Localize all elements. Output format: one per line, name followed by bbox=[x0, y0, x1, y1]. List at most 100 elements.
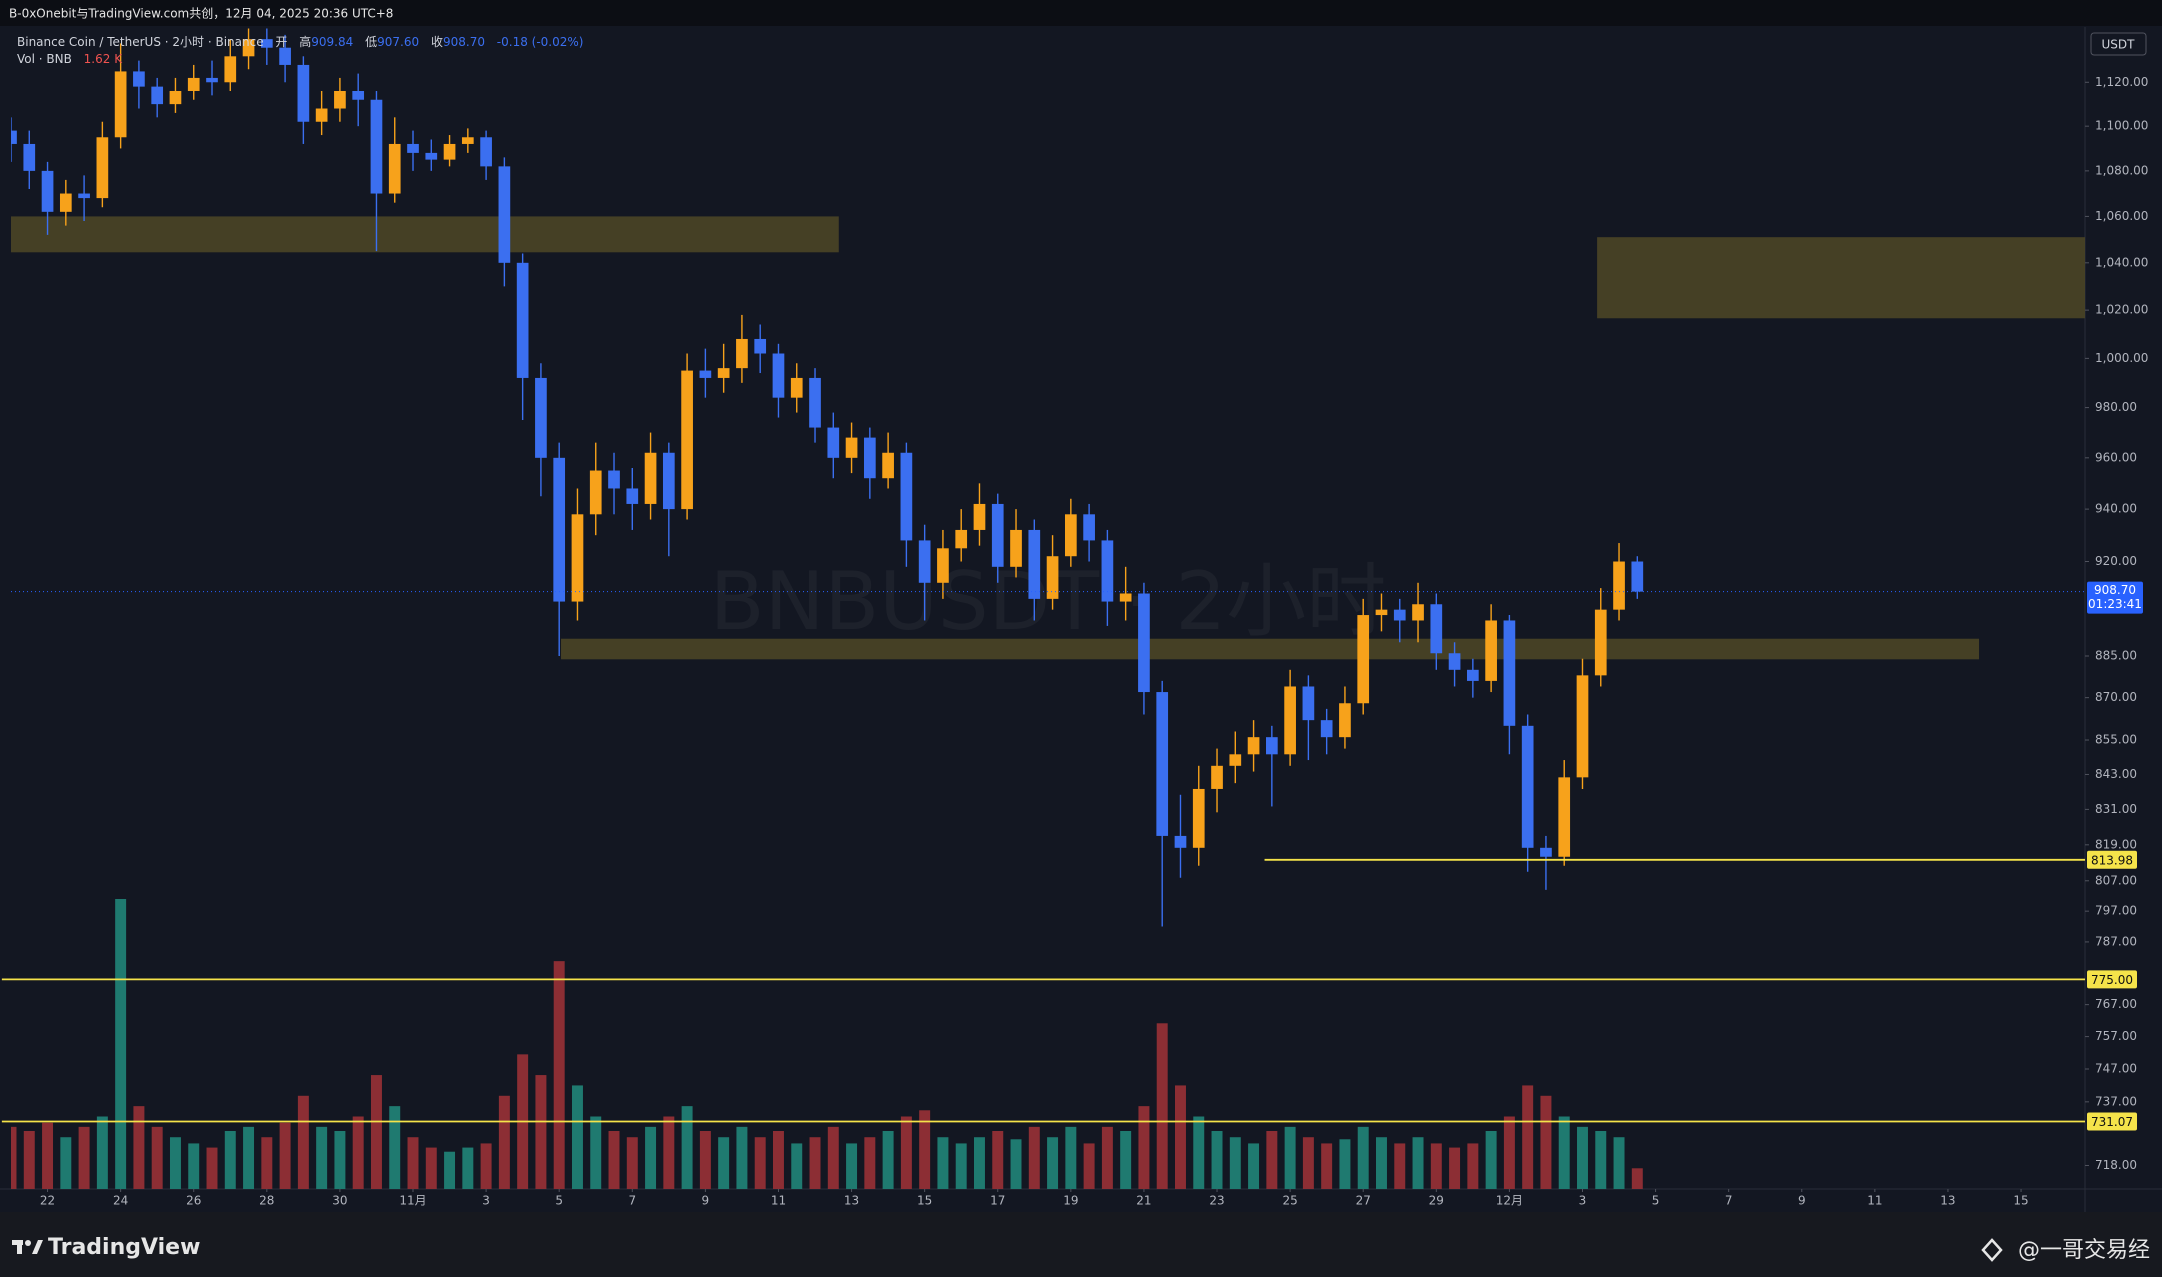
x-tick-label: 22 bbox=[40, 1194, 55, 1208]
volume-bar bbox=[809, 1137, 821, 1189]
candle-body bbox=[681, 370, 693, 510]
volume-bar bbox=[535, 1075, 547, 1189]
y-tick-label: 885.00 bbox=[2095, 649, 2137, 663]
candle-body bbox=[1631, 561, 1644, 592]
volume-bar bbox=[42, 1122, 54, 1189]
candle-body bbox=[516, 262, 529, 378]
candle-body bbox=[1503, 620, 1516, 726]
x-tick-label: 30 bbox=[332, 1194, 347, 1208]
x-tick-label: 5 bbox=[555, 1194, 563, 1208]
candle-body bbox=[169, 90, 182, 105]
volume-bar bbox=[1540, 1095, 1552, 1189]
current-price-label: 908.70 bbox=[2094, 583, 2136, 597]
y-tick-label: 737.00 bbox=[2095, 1094, 2137, 1108]
low-label: 低 bbox=[365, 35, 378, 49]
candle-body bbox=[1192, 788, 1205, 848]
y-tick-label: 807.00 bbox=[2095, 873, 2137, 887]
x-tick-label: 5 bbox=[1652, 1194, 1660, 1208]
volume-bar bbox=[663, 1116, 675, 1189]
x-tick-label: 15 bbox=[917, 1194, 932, 1208]
y-tick-label: 1,040.00 bbox=[2095, 255, 2148, 269]
volume-bar bbox=[1284, 1126, 1296, 1189]
candle-body bbox=[699, 370, 712, 378]
candle-body bbox=[352, 90, 365, 100]
y-tick-label: 980.00 bbox=[2095, 400, 2137, 414]
candle-body bbox=[626, 488, 639, 504]
volume-bar bbox=[352, 1116, 364, 1189]
candle-body bbox=[1613, 561, 1625, 610]
y-tick-label: 1,000.00 bbox=[2095, 351, 2148, 365]
candle-body bbox=[1211, 765, 1223, 789]
volume-bar bbox=[1047, 1137, 1059, 1189]
zone bbox=[1597, 237, 2085, 319]
x-tick-label: 17 bbox=[990, 1194, 1005, 1208]
candle-body bbox=[1174, 835, 1187, 848]
volume-bar bbox=[1138, 1106, 1150, 1189]
x-tick-label: 3 bbox=[482, 1194, 490, 1208]
candle-body bbox=[882, 452, 894, 479]
y-tick-label: 767.00 bbox=[2095, 997, 2137, 1011]
y-tick-label: 1,020.00 bbox=[2095, 303, 2148, 317]
volume-bar bbox=[389, 1106, 401, 1189]
candle-body bbox=[1594, 609, 1607, 676]
y-tick-label: 718.00 bbox=[2095, 1158, 2137, 1172]
x-tick-label: 29 bbox=[1429, 1194, 1444, 1208]
candle-body bbox=[717, 368, 730, 378]
volume-bar bbox=[1229, 1137, 1241, 1189]
candle-body bbox=[1119, 593, 1132, 602]
candle-body bbox=[1448, 653, 1461, 670]
candle-body bbox=[59, 193, 72, 212]
candle-body bbox=[96, 137, 109, 199]
candle-body bbox=[1138, 593, 1150, 693]
volume-bar bbox=[407, 1137, 419, 1189]
volume-bar bbox=[1577, 1126, 1588, 1189]
footer-bar bbox=[0, 1212, 2162, 1277]
unit-label: USDT bbox=[2102, 38, 2136, 52]
volume-bar bbox=[206, 1147, 218, 1189]
y-tick-label: 940.00 bbox=[2095, 502, 2137, 516]
volume-bar bbox=[188, 1143, 200, 1189]
candle-body bbox=[553, 457, 566, 602]
legend-row: Binance Coin / TetherUS · 2小时 · Binance … bbox=[17, 34, 583, 51]
candle-body bbox=[133, 71, 145, 87]
candle-body bbox=[1357, 615, 1370, 704]
x-tick-label: 27 bbox=[1356, 1194, 1371, 1208]
x-tick-label: 9 bbox=[1798, 1194, 1806, 1208]
candle-body bbox=[370, 99, 383, 194]
volume-bar bbox=[115, 899, 127, 1189]
volume-bar bbox=[973, 1137, 985, 1189]
header-bar bbox=[0, 0, 2162, 26]
candle-body bbox=[900, 452, 913, 541]
volume-bar bbox=[498, 1095, 510, 1189]
candle-body bbox=[608, 470, 620, 489]
y-tick-label: 747.00 bbox=[2095, 1062, 2137, 1076]
high-label: 高 bbox=[299, 35, 312, 49]
low-value: 907.60 bbox=[377, 35, 420, 49]
candle-body bbox=[334, 90, 346, 109]
volume-bar bbox=[718, 1137, 730, 1189]
volume-bar bbox=[370, 1075, 382, 1189]
volume-bar bbox=[608, 1131, 620, 1189]
volume-bar bbox=[96, 1116, 108, 1189]
y-tick-label: 920.00 bbox=[2095, 554, 2137, 568]
volume-bar bbox=[553, 961, 565, 1189]
x-tick-label: 13 bbox=[844, 1194, 859, 1208]
candle-body bbox=[644, 452, 657, 504]
y-tick-label: 1,060.00 bbox=[2095, 209, 2148, 223]
volume-bar bbox=[1503, 1116, 1515, 1189]
volume-bar bbox=[571, 1085, 583, 1189]
level-tag bbox=[2087, 1112, 2137, 1131]
candle-body bbox=[772, 353, 785, 398]
x-tick-label: 19 bbox=[1063, 1194, 1078, 1208]
volume-bar bbox=[334, 1131, 346, 1189]
candle-body bbox=[151, 86, 164, 105]
volume-bar bbox=[151, 1126, 163, 1189]
volume-bar bbox=[1028, 1126, 1040, 1189]
volume-bar bbox=[1266, 1131, 1278, 1189]
volume-bar bbox=[297, 1095, 309, 1189]
volume-bar bbox=[1467, 1143, 1479, 1189]
x-tick-label: 24 bbox=[113, 1194, 128, 1208]
volume-bar bbox=[699, 1131, 711, 1189]
volume-bar bbox=[1613, 1137, 1625, 1189]
